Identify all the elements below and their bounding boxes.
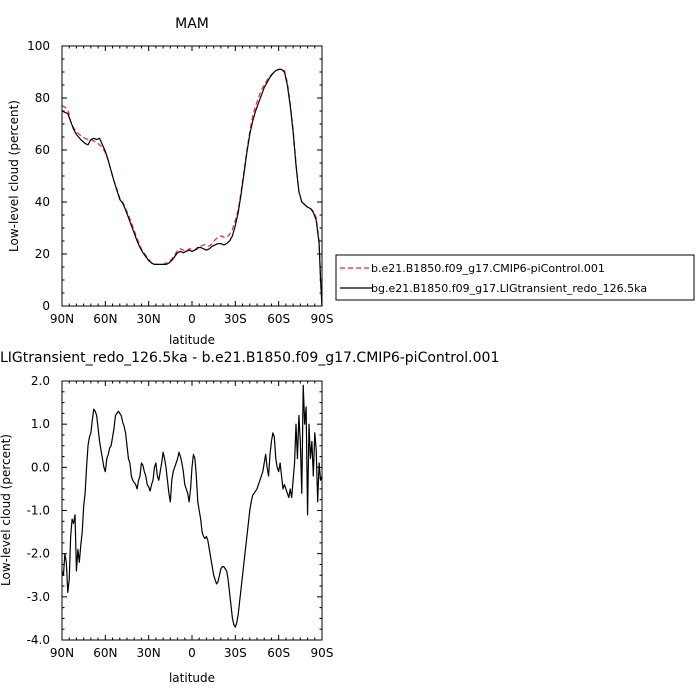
top-x-tick-label: 60N (93, 312, 117, 326)
bottom-panel: LIGtransient_redo_126.5ka - b.e21.B1850.… (0, 350, 499, 685)
bottom-x-tick-label: 60S (267, 646, 290, 660)
bottom-y-tick-label: -4.0 (27, 633, 50, 647)
top-y-tick-label: 80 (35, 91, 50, 105)
top-series-line-1 (61, 68, 323, 307)
top-series-line-0 (61, 68, 323, 307)
bottom-x-tick-label: 30S (224, 646, 247, 660)
bottom-y-tick-label: -3.0 (27, 590, 50, 604)
bottom-y-tick-label: 0.0 (31, 460, 50, 474)
top-chart-title: MAM (175, 16, 209, 32)
top-x-tick-label: 30S (224, 312, 247, 326)
top-x-tick-label: 0 (188, 312, 196, 326)
bottom-chart-title: LIGtransient_redo_126.5ka - b.e21.B1850.… (0, 350, 499, 366)
top-plot-frame (61, 45, 323, 307)
bottom-x-tick-label: 90S (311, 646, 334, 660)
top-panel: MAM 90N 60N 30N 0 30S 60S 90S 0 20 40 60 80 100 lati… (7, 16, 695, 347)
top-y-tick-label: 60 (35, 143, 50, 157)
top-x-axis-label: latitude (169, 333, 215, 347)
bottom-y-tick-label: 2.0 (31, 374, 50, 388)
top-x-tick-label: 60S (267, 312, 290, 326)
bottom-x-tick-label: 30N (137, 646, 161, 660)
top-x-tick-label: 30N (137, 312, 161, 326)
legend: b.e21.B1850.f09_g17.CMIP6-piControl.001 … (335, 254, 695, 301)
legend-label-picontrol: b.e21.B1850.f09_g17.CMIP6-piControl.001 (371, 262, 605, 275)
top-y-tick-label: 100 (27, 39, 50, 53)
bottom-y-tick-label: 1.0 (31, 417, 50, 431)
top-axis-ticks: 90N 60N 30N 0 30S 60S 90S 0 20 40 60 80 100 (27, 39, 333, 326)
bottom-series-line-0 (61, 384, 323, 628)
top-y-tick-label: 0 (42, 299, 50, 313)
top-y-tick-label: 20 (35, 247, 50, 261)
bottom-y-tick-label: -2.0 (27, 547, 50, 561)
bottom-plot: 90N 60N 30N 0 30S 60S 90S -4.0 -3.0 -2.0 -1.0 0.0 1.… (27, 374, 334, 660)
bottom-y-tick-label: -1.0 (27, 504, 50, 518)
bottom-x-tick-label: 60N (93, 646, 117, 660)
top-y-tick-label: 40 (35, 195, 50, 209)
top-y-axis-label: Low-level cloud (percent) (7, 100, 21, 252)
top-x-tick-label: 90S (311, 312, 334, 326)
legend-label-ligtransient: bg.e21.B1850.f09_g17.LIGtransient_redo_1… (371, 282, 647, 295)
top-gridless-plot: 90N 60N 30N 0 30S 60S 90S 0 20 40 60 80 100 (27, 39, 333, 326)
bottom-axis-ticks: 90N 60N 30N 0 30S 60S 90S -4.0 -3.0 -2.0 -1.0 0.0 1.… (27, 374, 334, 660)
legend-box (335, 254, 695, 301)
bottom-y-axis-label: Low-level cloud (percent) (0, 434, 13, 586)
bottom-plot-frame (61, 380, 323, 641)
top-series-group (61, 68, 323, 307)
bottom-x-tick-label: 0 (188, 646, 196, 660)
bottom-x-axis-label: latitude (169, 671, 215, 685)
bottom-x-tick-label: 90N (50, 646, 74, 660)
top-x-tick-label: 90N (50, 312, 74, 326)
bottom-series-group (61, 384, 323, 628)
